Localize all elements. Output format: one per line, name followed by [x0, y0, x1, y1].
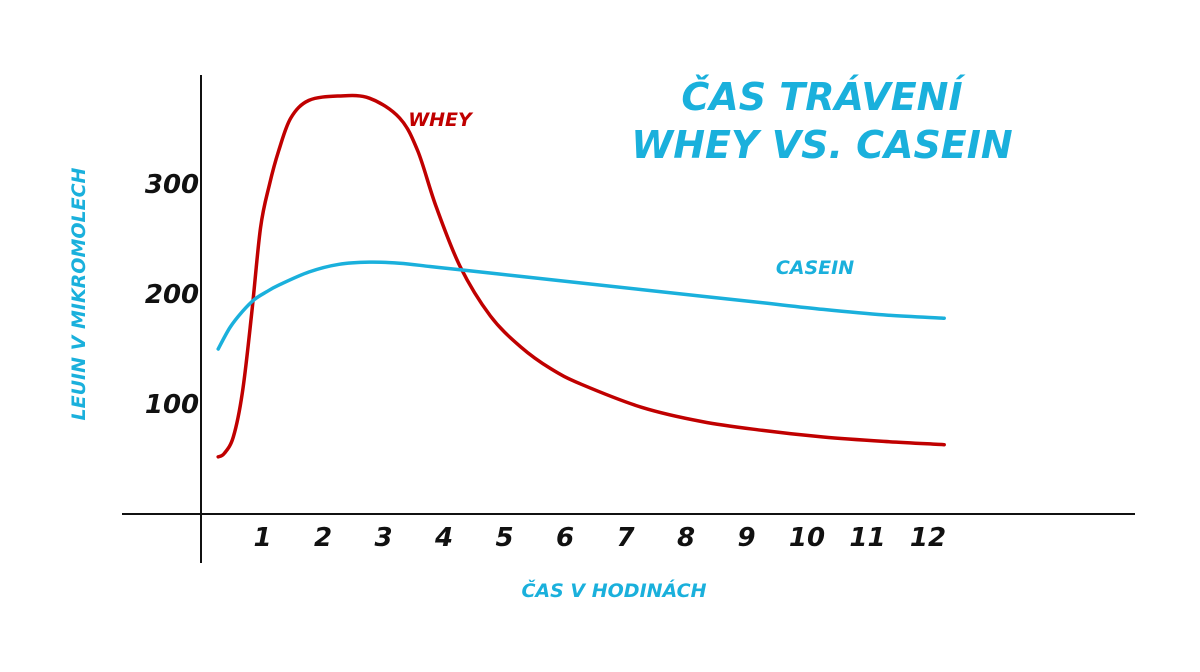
series-line-casein	[216, 260, 946, 351]
series-label-whey: WHEY	[408, 109, 474, 131]
x-tick-label: 3	[374, 523, 392, 553]
x-tick-label: 7	[616, 523, 635, 553]
x-tick-label: 8	[677, 523, 695, 553]
x-axis-title: ČAS V HODINÁCH	[521, 578, 706, 602]
series-label-casein: CASEIN	[776, 257, 854, 279]
y-tick-label: 300	[145, 170, 199, 200]
chart-title-line-1: ČAS TRÁVENÍ	[681, 75, 966, 119]
y-tick-label: 100	[145, 390, 199, 420]
x-tick-label: 12	[910, 523, 946, 553]
x-tick-label: 1	[253, 523, 271, 553]
x-tick-label: 6	[556, 523, 574, 553]
chart-title-line-2: WHEY VS. CASEIN	[631, 123, 1012, 167]
y-axis-title: LEUIN V MIKROMOLECH	[68, 167, 90, 420]
x-tick-label: 4	[434, 523, 453, 553]
y-tick-labels: 100 200 300	[145, 170, 199, 420]
series-lines	[216, 93, 946, 459]
x-tick-label: 5	[495, 523, 513, 553]
x-tick-label: 11	[849, 523, 885, 553]
x-tick-label: 9	[737, 523, 755, 553]
x-tick-label: 2	[314, 523, 332, 553]
series-line-whey	[216, 93, 946, 459]
x-tick-labels: 1 2 3 4 5 6 7 8 9 10 11 12	[253, 523, 946, 553]
y-tick-label: 200	[145, 280, 199, 310]
x-tick-label: 10	[789, 523, 825, 553]
